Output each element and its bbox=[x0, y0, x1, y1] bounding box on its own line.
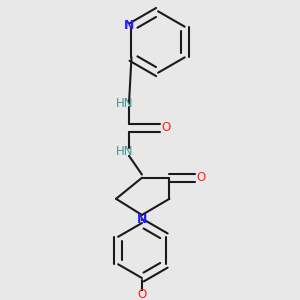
Text: N: N bbox=[124, 19, 134, 32]
Text: O: O bbox=[137, 288, 146, 300]
Text: N: N bbox=[137, 213, 147, 226]
Text: HN: HN bbox=[116, 146, 133, 158]
Text: O: O bbox=[196, 171, 206, 184]
Text: HN: HN bbox=[116, 97, 133, 110]
Text: O: O bbox=[161, 121, 170, 134]
